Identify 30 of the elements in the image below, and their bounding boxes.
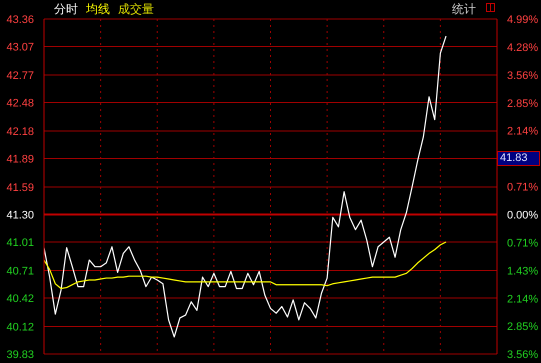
y2-tick-label: 0.00% bbox=[507, 210, 538, 222]
y-tick-label: 39.83 bbox=[6, 349, 34, 361]
line-series bbox=[44, 241, 447, 290]
legend: 分时 均线 成交量 bbox=[54, 1, 154, 18]
y-tick-label: 41.59 bbox=[6, 182, 34, 194]
y-tick-label: 41.89 bbox=[6, 154, 34, 166]
y-tick-label: 40.42 bbox=[6, 293, 34, 306]
y-tick-label: 40.71 bbox=[6, 265, 34, 278]
y2-tick-label: 4.99% bbox=[507, 14, 538, 26]
y-tick-label: 40.12 bbox=[6, 321, 34, 334]
y2-tick-label: 2.14% bbox=[507, 293, 538, 306]
line-series bbox=[44, 35, 447, 338]
y-tick-label: 41.30 bbox=[6, 209, 34, 222]
y2-tick-label: 0.71% bbox=[507, 182, 538, 194]
y2-tick-label: 1.43% bbox=[507, 266, 538, 278]
y-tick-label: 43.36 bbox=[6, 14, 34, 26]
y2-tick-label: 3.56% bbox=[507, 70, 538, 82]
y2-tick-label: 2.14% bbox=[507, 126, 538, 138]
y2-tick-label: 4.28% bbox=[507, 42, 538, 54]
y2-tick-label: 2.85% bbox=[507, 321, 538, 334]
y2-tick-label: 3.56% bbox=[507, 349, 538, 361]
y2-tick-label: 0.71% bbox=[507, 237, 538, 250]
y2-tick-label: 2.85% bbox=[507, 98, 538, 110]
y-tick-label: 42.48 bbox=[6, 98, 34, 110]
text: 统计 bbox=[452, 1, 476, 18]
y-tick-label: 42.18 bbox=[6, 126, 34, 138]
text: 41.83 bbox=[497, 151, 540, 166]
y-tick-label: 41.01 bbox=[6, 237, 34, 250]
y-tick-label: 43.07 bbox=[6, 42, 34, 54]
y-tick-label: 42.77 bbox=[6, 70, 34, 82]
